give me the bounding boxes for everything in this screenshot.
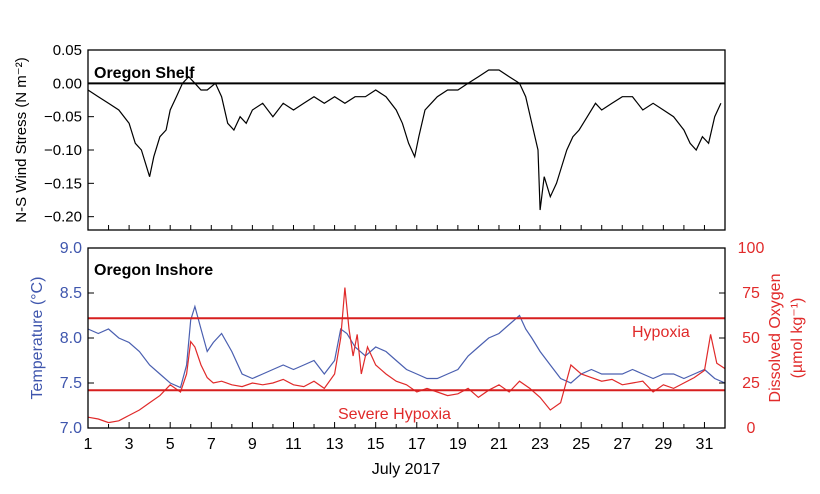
temperature-y-tick-label: 8.5 (60, 285, 82, 302)
shelf-y-tick-label: −0.05 (44, 109, 82, 126)
temperature-y-tick-label: 7.0 (60, 420, 82, 437)
temperature-y-tick-label: 9.0 (60, 240, 82, 257)
temperature-y-tick-label: 7.5 (60, 375, 82, 392)
x-tick-label: 15 (367, 436, 385, 453)
x-tick-label: 9 (248, 436, 257, 453)
oxygen-y-tick-label: 50 (742, 330, 760, 347)
inshore-panel-label: Oregon Inshore (94, 262, 213, 279)
shelf-y-tick-label: −0.10 (44, 142, 82, 159)
date-x-ticks: 1 3 5 7 9 11 13 15 17 19 21 23 25 27 29 31 (84, 422, 726, 453)
x-tick-label: 3 (125, 436, 134, 453)
shelf-x-ticks (87, 225, 726, 230)
x-tick-label: 17 (408, 436, 426, 453)
oxygen-y-tick-label: 100 (738, 240, 765, 257)
hypoxia-label: Hypoxia (632, 324, 690, 341)
x-tick-label: 13 (326, 436, 344, 453)
x-axis-label: July 2017 (372, 461, 441, 478)
shelf-y-tick-label: −0.15 (44, 175, 82, 192)
panel-oregon-shelf: 0.05 0.00 −0.05 −0.10 −0.15 −0.20 Oregon Shel… (13, 42, 726, 231)
oxygen-y-tick-label: 75 (742, 285, 760, 302)
oxygen-y-ticks: 0 25 50 75 100 (719, 240, 764, 437)
x-tick-label: 31 (696, 436, 714, 453)
oxygen-series-line (87, 287, 726, 424)
x-tick-label: 5 (166, 436, 175, 453)
x-tick-label: 27 (613, 436, 631, 453)
x-tick-label: 29 (654, 436, 672, 453)
x-tick-label: 21 (490, 436, 508, 453)
x-tick-label: 23 (531, 436, 549, 453)
shelf-y-axis-label: N-S Wind Stress (N m⁻²) (13, 57, 30, 222)
oxygen-axis-label-line1: Dissolved Oxygen (767, 274, 784, 403)
shelf-y-tick-label: −0.20 (44, 209, 82, 226)
x-tick-label: 25 (572, 436, 590, 453)
wind-stress-series-line (87, 69, 722, 211)
x-tick-label: 19 (449, 436, 467, 453)
x-tick-label: 11 (285, 436, 302, 453)
oxygen-axis-label-line2: (µmol kg⁻¹) (789, 298, 806, 379)
x-tick-label: 1 (84, 436, 93, 453)
temperature-y-tick-label: 8.0 (60, 330, 82, 347)
inshore-series (87, 287, 726, 424)
oxygen-y-tick-label: 25 (742, 375, 760, 392)
severe-hypoxia-label: Severe Hypoxia (338, 406, 451, 423)
shelf-y-ticks: 0.05 0.00 −0.05 −0.10 −0.15 −0.20 (44, 42, 94, 226)
x-tick-label: 7 (207, 436, 216, 453)
temperature-axis-label: Temperature (°C) (29, 277, 46, 400)
shelf-panel-label: Oregon Shelf (94, 65, 195, 82)
temperature-y-ticks: 7.0 7.5 8.0 8.5 9.0 (60, 240, 94, 437)
shelf-y-tick-label: 0.05 (53, 42, 82, 59)
shelf-plot-frame (87, 49, 726, 231)
shelf-y-tick-label: 0.00 (53, 75, 82, 92)
oxygen-y-tick-label: 0 (747, 420, 756, 437)
